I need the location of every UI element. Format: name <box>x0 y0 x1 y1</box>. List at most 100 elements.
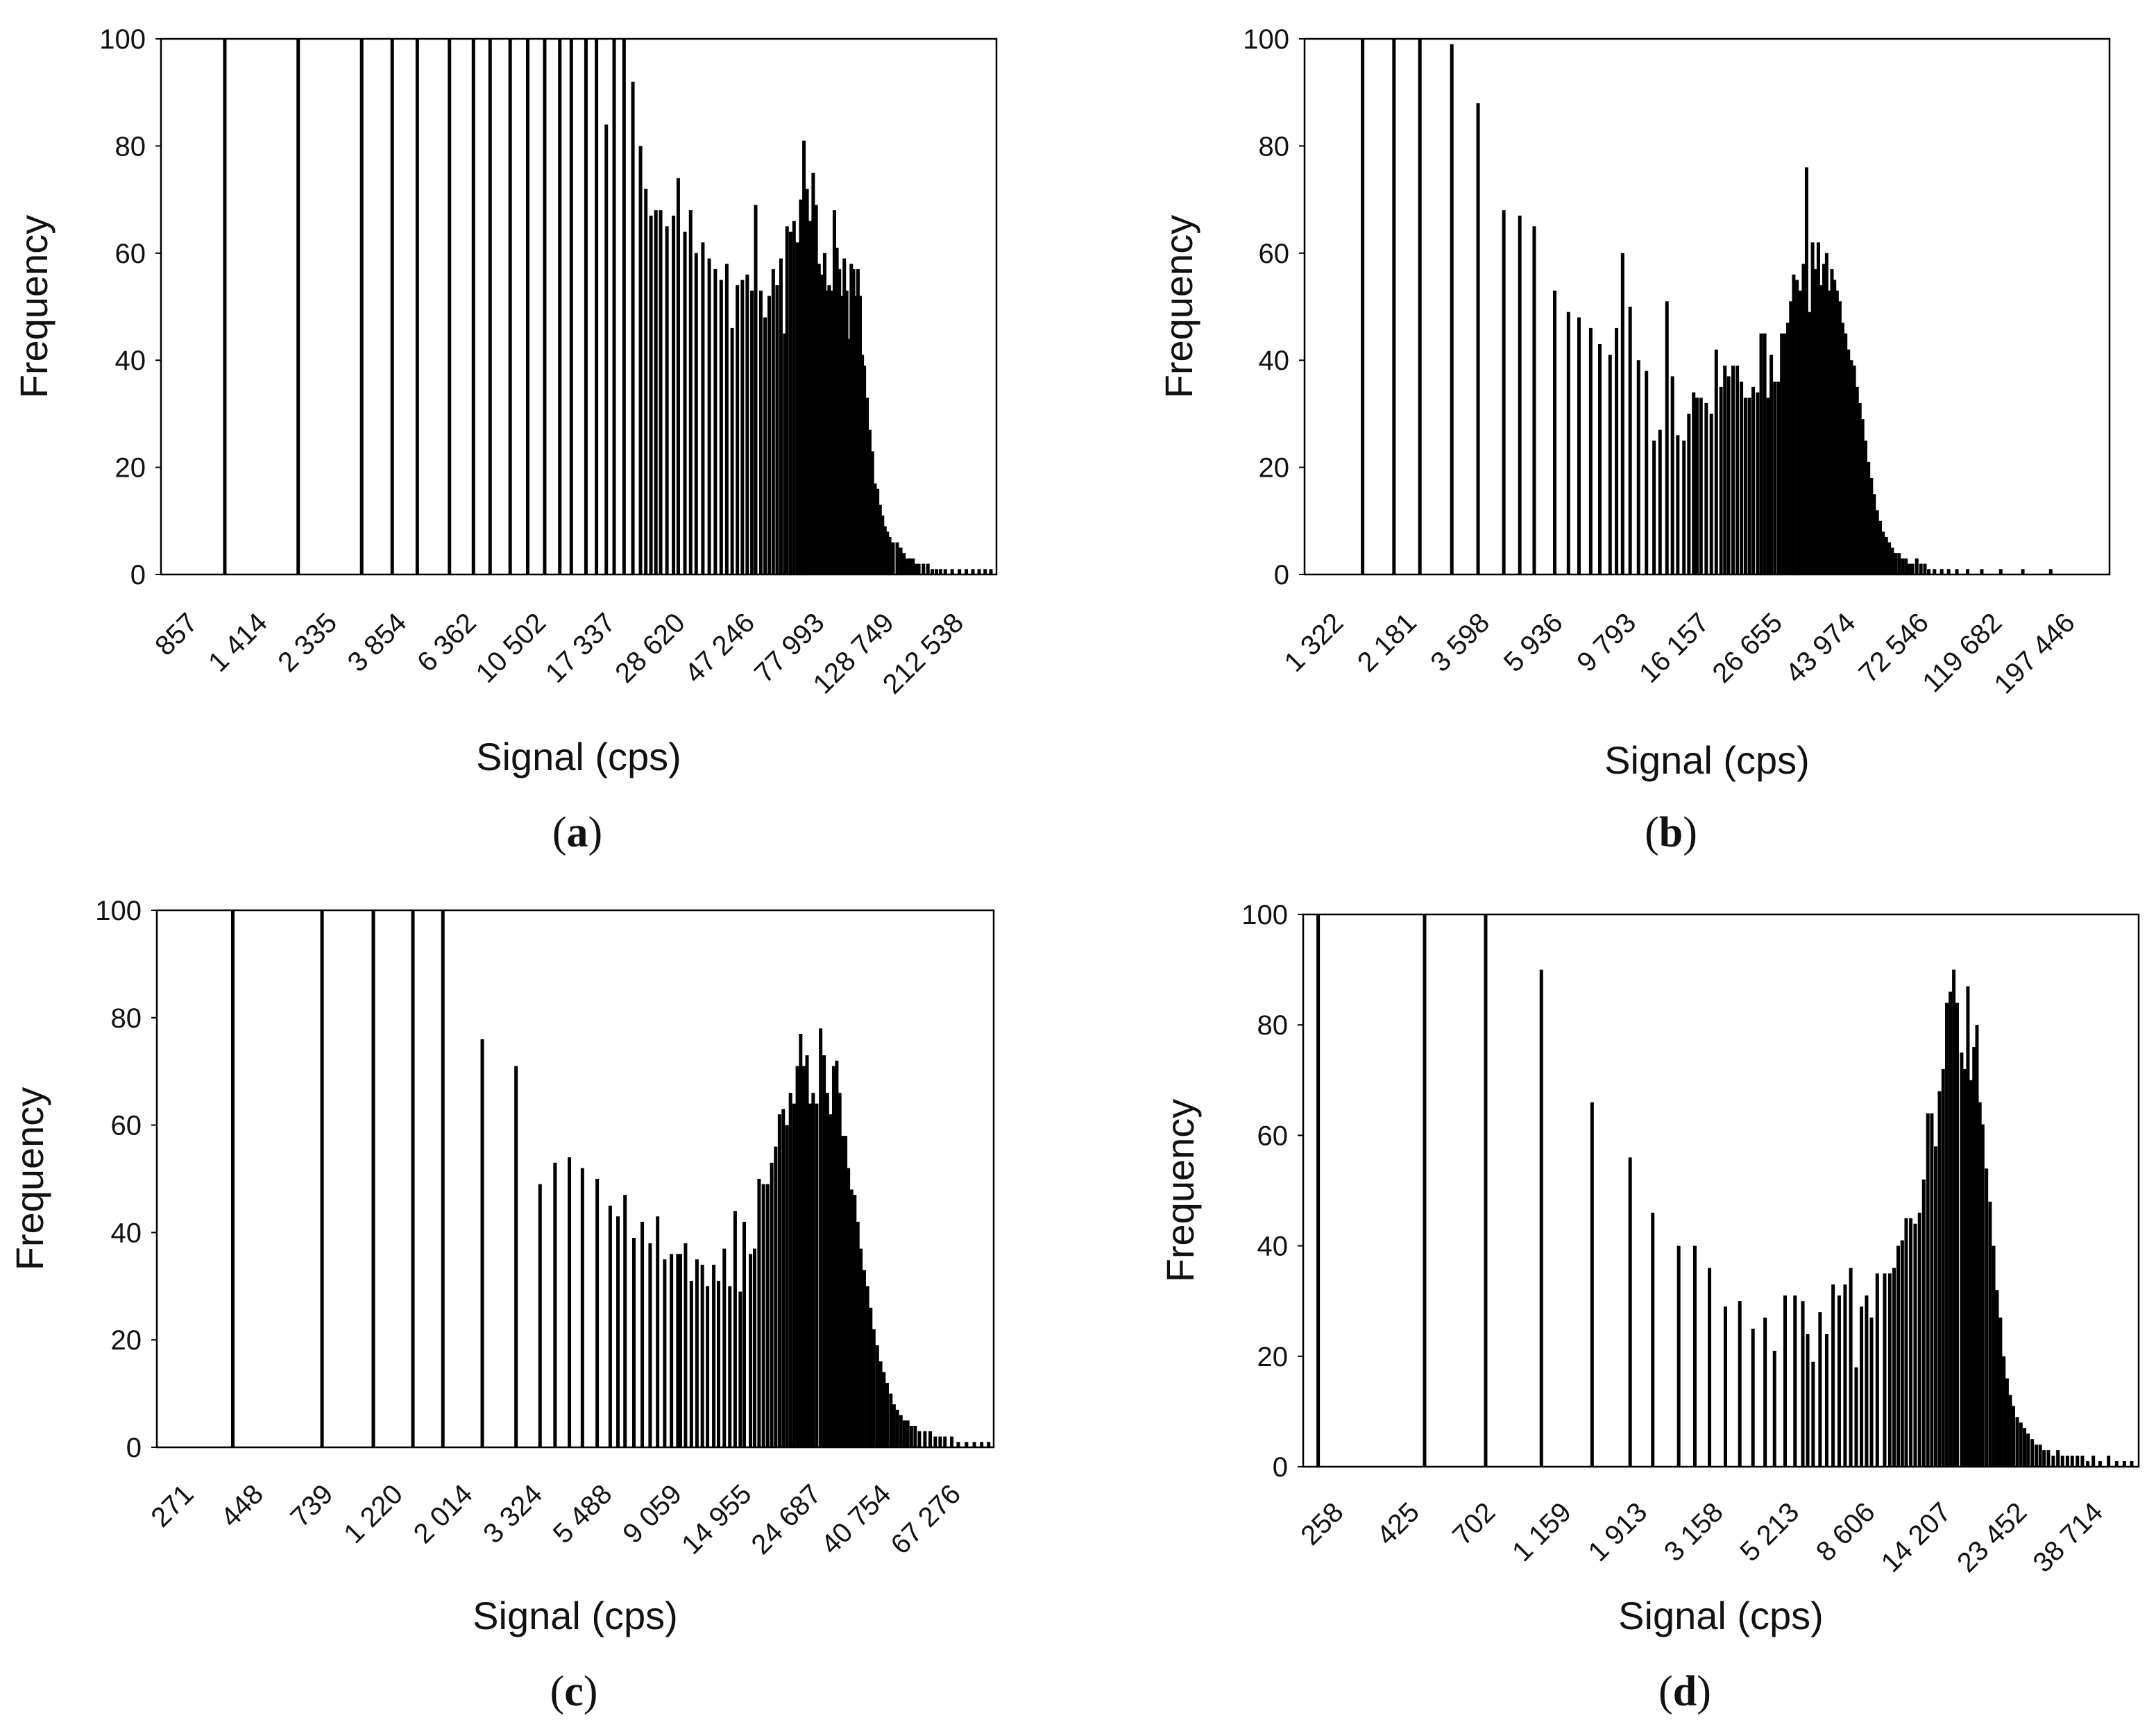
histogram-bar <box>849 264 854 574</box>
histogram-bar <box>1901 558 1905 574</box>
histogram-bar <box>938 1436 942 1447</box>
histogram-bar <box>851 269 856 574</box>
y-tick-label: 60 <box>111 1111 142 1141</box>
histogram-bar <box>805 189 809 574</box>
y-tick-label: 100 <box>1241 900 1288 930</box>
x-tick-label: 14 955 <box>676 1479 758 1560</box>
histogram-bar <box>922 563 926 574</box>
histogram-bars <box>1361 39 2053 575</box>
histogram-bar <box>1740 382 1744 574</box>
histogram-bar <box>792 221 796 574</box>
histogram-bar <box>1801 264 1806 574</box>
histogram-bar <box>792 1103 796 1447</box>
x-tick-label: 1 220 <box>338 1479 409 1549</box>
histogram-bar <box>1808 312 1812 574</box>
histogram-bar <box>844 1136 848 1447</box>
histogram-bar <box>1813 269 1817 574</box>
plot-frame <box>160 37 998 576</box>
x-tick-label: 1 322 <box>1278 607 1349 678</box>
histogram-bar <box>781 1109 786 1447</box>
histogram-bar <box>825 1093 829 1447</box>
histogram-bar <box>849 1189 854 1447</box>
histogram-bar <box>930 569 934 574</box>
histogram-bar <box>1692 392 1696 574</box>
histogram-bar <box>1608 355 1612 574</box>
histogram-bar <box>724 264 729 574</box>
histogram-bar <box>765 1184 770 1447</box>
histogram-bar <box>2023 1428 2027 1467</box>
histogram-bar <box>2086 1461 2090 1467</box>
histogram-bar <box>829 1114 833 1447</box>
y-tick-label: 60 <box>1259 239 1290 269</box>
histogram-bar <box>1677 1245 1681 1467</box>
histogram-bar <box>649 215 653 574</box>
y-tick-label: 20 <box>111 1325 142 1356</box>
y-axis-title: Frequency <box>1157 215 1200 399</box>
histogram-bar <box>1896 1245 1901 1467</box>
histogram-bar <box>763 317 767 574</box>
histogram-bar <box>706 1286 710 1447</box>
histogram-bar <box>1960 1053 1964 1467</box>
histogram-bar <box>1818 1312 1822 1467</box>
histogram-bar <box>441 910 445 1447</box>
histogram-bar <box>958 569 962 574</box>
histogram-bar <box>835 248 839 574</box>
histogram-bar <box>1998 1318 2003 1467</box>
x-tick-label: 14 207 <box>1876 1497 1958 1578</box>
histogram-bar <box>771 269 775 574</box>
histogram-bar <box>914 563 918 574</box>
histogram-bar <box>688 210 693 574</box>
histogram-bar <box>1423 914 1427 1467</box>
panel-label: (b) <box>1645 809 1697 856</box>
y-tick-label: 40 <box>115 346 146 376</box>
x-tick-label: 5 213 <box>1734 1497 1805 1567</box>
histogram-bar <box>595 1179 600 1447</box>
histogram-bar <box>950 569 954 574</box>
histogram-bar <box>1878 520 1883 574</box>
histogram-bar <box>1645 370 1649 574</box>
histogram-bar <box>863 365 867 574</box>
histogram-bar <box>822 1055 826 1447</box>
histogram-bar <box>1831 1284 1835 1467</box>
histogram-bar <box>883 526 887 574</box>
histogram-bar <box>1766 398 1770 574</box>
histogram-bar <box>448 39 452 574</box>
histogram-bar <box>752 1248 756 1447</box>
histogram-bar <box>777 1114 781 1447</box>
histogram-bar <box>799 1034 803 1447</box>
histogram-bar <box>2011 1406 2015 1467</box>
x-tick-label: 1 414 <box>203 607 273 678</box>
y-tick-label: 0 <box>1274 560 1289 590</box>
histogram-bar <box>811 1093 815 1447</box>
histogram-bar <box>1751 1329 1755 1467</box>
histogram-bar <box>2056 1450 2060 1467</box>
histogram-bar <box>1919 563 1923 574</box>
histogram-bar <box>1872 494 1876 574</box>
histogram-bar <box>1692 1245 1697 1467</box>
histogram-bar <box>595 39 599 574</box>
histogram-bar <box>1598 344 1602 574</box>
histogram-bar <box>950 1436 954 1447</box>
histogram-bar <box>553 1162 557 1447</box>
histogram-bar <box>835 1060 839 1447</box>
histogram-bar <box>480 1039 484 1447</box>
x-tick-label: 40 754 <box>815 1479 897 1560</box>
histogram-bar <box>911 558 915 574</box>
histogram-bar <box>983 569 987 574</box>
histogram-bar <box>2038 1445 2042 1467</box>
histogram-bar <box>1985 1168 1989 1467</box>
histogram-bar <box>707 258 711 574</box>
histogram-bar <box>1735 365 1740 574</box>
x-axis-title: Signal (cps) <box>1618 1594 1824 1637</box>
histogram-bar <box>1955 1003 1959 1467</box>
x-axis-title: Signal (cps) <box>476 735 681 778</box>
histogram-bar <box>1783 1295 1788 1467</box>
x-tick-label: 857 <box>149 607 203 661</box>
histogram-bar <box>1628 307 1632 574</box>
histogram-bar <box>719 280 723 574</box>
x-tick-label: 258 <box>1295 1497 1349 1551</box>
histogram-bar <box>779 258 783 574</box>
histogram-bar <box>1978 1102 1982 1467</box>
histogram-bar <box>757 1179 761 1447</box>
histogram-bar <box>230 910 235 1447</box>
